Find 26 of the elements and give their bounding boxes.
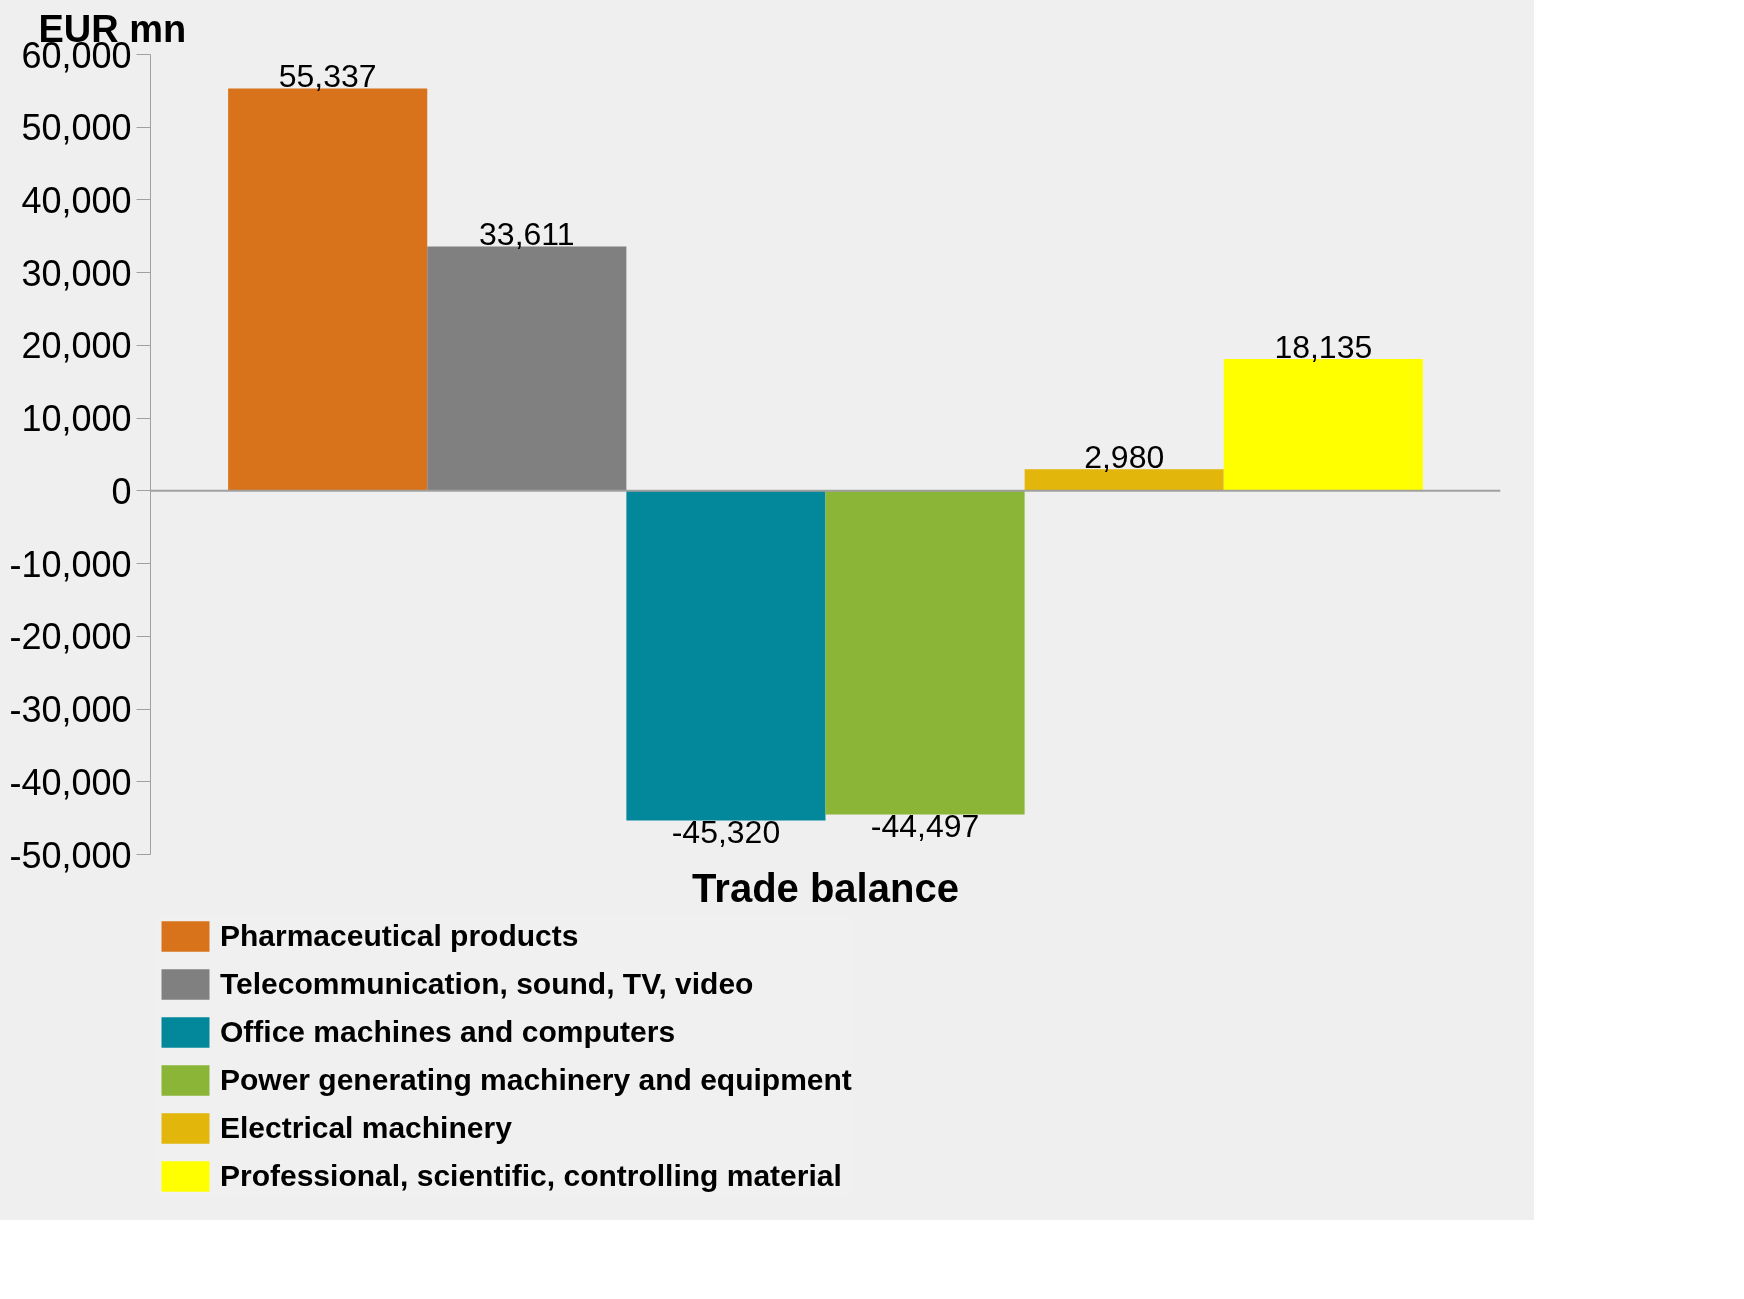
y-tick-label: 30,000 (21, 252, 132, 294)
legend-label: Professional, scientific, controlling material (220, 1158, 842, 1194)
data-label: 55,337 (278, 58, 377, 95)
data-label: -45,320 (671, 814, 781, 851)
y-tick-label: 20,000 (21, 325, 132, 367)
y-tick-label: -10,000 (9, 543, 132, 585)
data-label: 2,980 (1084, 439, 1165, 476)
y-tick-label: -50,000 (9, 834, 132, 876)
legend-label: Telecommunication, sound, TV, video (220, 966, 754, 1002)
y-tick-label: -30,000 (9, 689, 132, 731)
y-tick-label: 50,000 (21, 107, 132, 149)
y-tick-label: -20,000 (9, 616, 132, 658)
data-label: 18,135 (1274, 328, 1373, 365)
y-tick-label: 10,000 (21, 398, 132, 440)
y-tick-label: 0 (111, 470, 132, 512)
legend-label: Office machines and computers (220, 1014, 676, 1050)
bar (626, 490, 826, 821)
bar (825, 490, 1025, 815)
y-tick-label: 40,000 (21, 179, 132, 221)
legend-label: Electrical machinery (220, 1110, 512, 1146)
x-tick-label: Trade balance (692, 865, 959, 910)
legend-label: Power generating machinery and equipment (220, 1062, 852, 1098)
legend-label: Pharmaceutical products (220, 918, 579, 954)
data-label: -44,497 (870, 808, 980, 845)
data-label: 33,611 (479, 216, 575, 253)
y-tick-label: -40,000 (9, 761, 132, 803)
